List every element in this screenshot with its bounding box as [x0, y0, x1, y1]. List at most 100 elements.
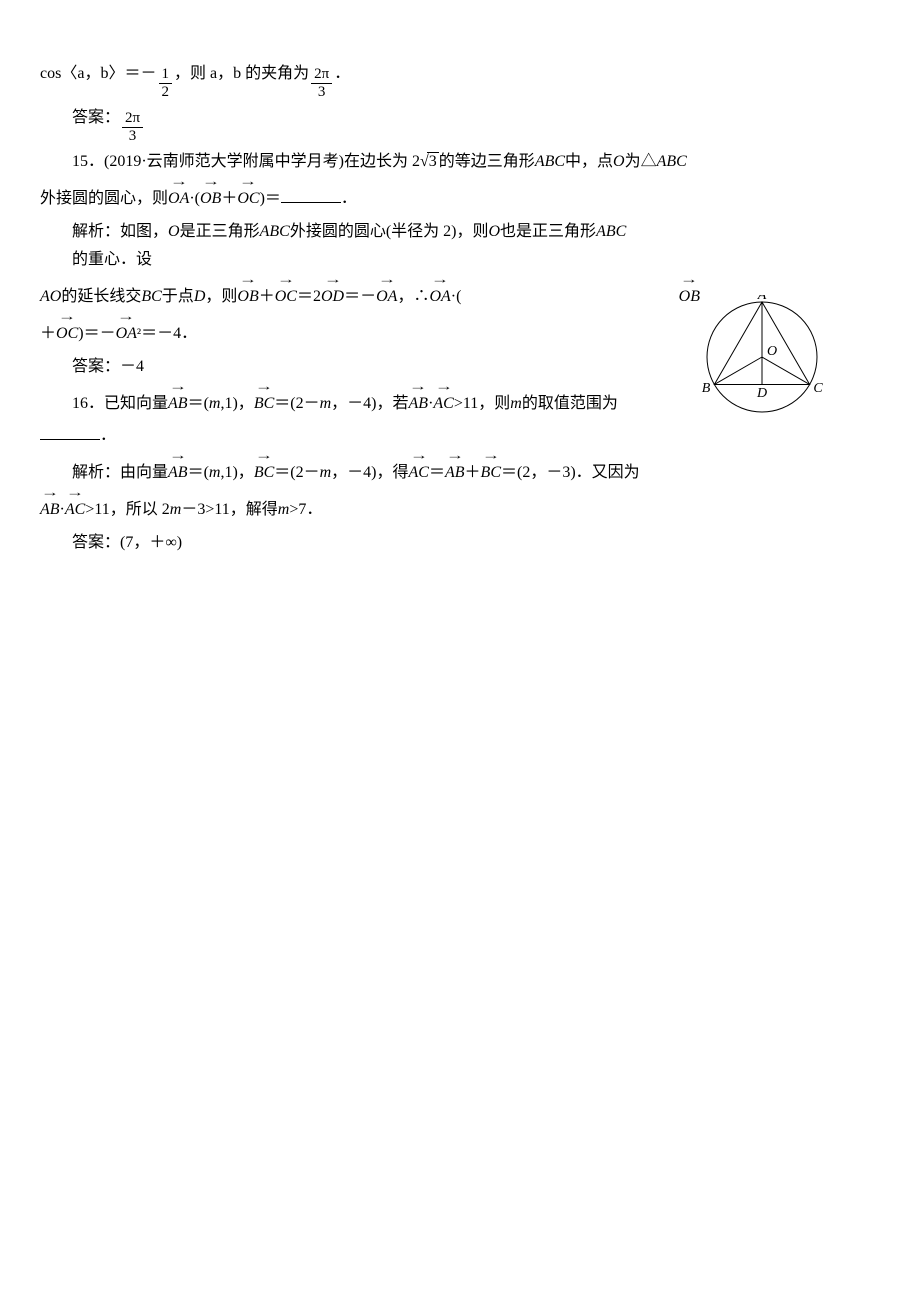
triangle-circle-diagram: A B C D O [700, 295, 830, 420]
sol15-line1: 解析：如图， O 是正三角形 ABC 外接圆的圆心(半径为 2)，则 O 也是正… [40, 218, 880, 276]
q16-eq2: ＝(2－ [274, 390, 319, 419]
q16-c2: ，－4)，若 [331, 390, 408, 419]
q16-num: 16．已知向量 [72, 390, 168, 419]
var-a: a [77, 60, 84, 89]
s16-eq3: ＝ [429, 459, 445, 488]
vec-oc: OC [237, 181, 259, 214]
vec-ob-2: OB [237, 279, 258, 312]
answer-16: 答案：(7，＋∞) [40, 529, 880, 558]
sol15-l2t3: ，则 [205, 283, 237, 312]
sol15-t4: 的重心．设 [72, 246, 152, 275]
q16-eq1: ＝( [188, 390, 209, 419]
q15-mid2: 中，点 [565, 148, 613, 177]
q16-m2: m [320, 390, 332, 419]
vec-od: OD [321, 279, 344, 312]
sol15-l3rp: )＝－ [78, 320, 115, 349]
sol15-l2t2: 于点 [162, 283, 194, 312]
sol15-therefore: ，∴ [397, 283, 429, 312]
vec-ob3: OB [679, 279, 700, 312]
q15-num: 15． [72, 148, 104, 177]
s16-eq2: ＝(2－ [274, 459, 319, 488]
vec-ac-q16: AC [433, 386, 453, 419]
s16-eq4: ＝(2，－3)．又因为 [501, 459, 640, 488]
label-c: C [813, 381, 823, 396]
q15-rp: )＝ [260, 185, 281, 214]
q16-period: ． [100, 422, 116, 451]
q15-abc: ABC [535, 148, 565, 177]
q15-plus: ＋ [221, 185, 237, 214]
s16-vec-bc2: BC [481, 455, 501, 488]
sol16-line2: AB · AC >11，所以 2 m －3>11，解得 m >7． [40, 492, 880, 525]
sol15-label: 解析：如图， [72, 218, 168, 247]
answer-label-1: 答案： [72, 104, 120, 133]
s16-l2-mid: －3>11，解得 [181, 496, 277, 525]
q15-line2: 外接圆的圆心，则 OA · ( OB ＋ OC )＝ ． [40, 181, 880, 214]
sol15-abc2: ABC [596, 218, 626, 247]
vec-oc3: OC [56, 316, 78, 349]
answer-1: 答案： 2π 3 [40, 104, 880, 144]
s16-vec-ac: AC [409, 455, 429, 488]
period1: ． [334, 60, 350, 89]
sol15-t2: 外接圆的圆心(半径为 2)，则 [290, 218, 489, 247]
vec-oa: OA [168, 181, 189, 214]
sol15-o: O [168, 218, 180, 247]
s16-m1: m [209, 459, 221, 488]
answer15-label: 答案：－4 [72, 353, 144, 382]
s16-eq1: ＝( [188, 459, 209, 488]
eq-neg: ＝－ [124, 60, 156, 89]
q15-blank [281, 187, 341, 203]
frac-half: 1 2 [159, 66, 173, 100]
angle-close: 〉 [108, 60, 124, 89]
sol15-lp: ( [456, 283, 461, 312]
q16-gt: >11，则 [454, 390, 510, 419]
q15-source: (2019·云南师范大学附属中学月考)在边长为 2 [104, 148, 420, 177]
s16-c1: ,1)， [220, 459, 253, 488]
mid-text: ，则 a，b 的夹角为 [174, 60, 309, 89]
q16-m3: m [510, 390, 522, 419]
sol15-eq2: ＝－ [344, 283, 376, 312]
q16-m1: m [209, 390, 221, 419]
segment-ob [714, 357, 762, 385]
segment-oc [762, 357, 810, 385]
q15-abc2: ABC [657, 148, 687, 177]
vec-bc-q16: BC [254, 386, 274, 419]
sol15-d: D [194, 283, 206, 312]
vec-oc-2: OC [275, 279, 297, 312]
q15-l2pre: 外接圆的圆心，则 [40, 185, 168, 214]
sol15-o2: O [488, 218, 500, 247]
label-b: B [702, 381, 711, 396]
s16-l2-end: >7． [289, 496, 322, 525]
label-a: A [757, 295, 767, 303]
answer-frac-1: 2π 3 [122, 110, 143, 144]
q15-o: O [613, 148, 625, 177]
s16-l2-m: m [170, 496, 182, 525]
s16-m2: m [320, 459, 332, 488]
sol15-t1: 是正三角形 [180, 218, 260, 247]
s16-vec-bc: BC [254, 455, 274, 488]
sol15-abc: ABC [260, 218, 290, 247]
frac-2pi-3: 2π 3 [311, 66, 332, 100]
label-o: O [767, 344, 777, 359]
sol16-label: 解析：由向量 [72, 459, 168, 488]
cos-angle-line: cos 〈 a ， b 〉 ＝－ 1 2 ，则 a，b 的夹角为 2π 3 ． [40, 60, 880, 100]
s16-vec-ab2: AB [445, 455, 465, 488]
sqrt3: 3 [420, 148, 439, 177]
vec-ab-q16: AB [168, 386, 188, 419]
s16-plus: ＋ [465, 459, 481, 488]
q16-c1: ,1)， [220, 390, 253, 419]
s16-l2-m2: m [278, 496, 290, 525]
var-b: b [100, 60, 108, 89]
vec-ab2-q16: AB [409, 386, 429, 419]
label-d: D [756, 386, 767, 401]
page-content: cos 〈 a ， b 〉 ＝－ 1 2 ，则 a，b 的夹角为 2π 3 ． … [40, 60, 880, 558]
vec-ob: OB [200, 181, 221, 214]
s16-l2-ab: AB [40, 492, 60, 525]
cos-label: cos [40, 60, 61, 89]
angle-open: 〈 [61, 60, 77, 89]
sol15-eq1: ＝2 [297, 283, 321, 312]
sol15-l3plus: ＋ [40, 320, 56, 349]
sol15-plus: ＋ [259, 283, 275, 312]
s16-l2-gt: >11，所以 2 [85, 496, 169, 525]
vec-oa2: OA [429, 279, 450, 312]
sol15-bc: BC [141, 283, 161, 312]
